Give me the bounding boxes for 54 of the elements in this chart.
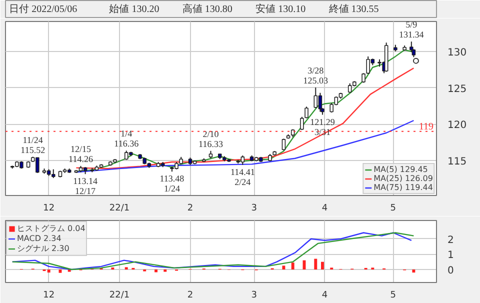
x-tick-label: 2 bbox=[187, 204, 194, 214]
bar bbox=[58, 269, 62, 273]
annotation: 1/4 116.36 bbox=[114, 128, 140, 149]
y-tick-label: 0 bbox=[448, 265, 454, 276]
legend-label: ヒストグラム 0.04 bbox=[17, 223, 86, 234]
text: 安値 130.10 bbox=[256, 3, 306, 15]
bar bbox=[154, 269, 158, 272]
bar bbox=[314, 258, 318, 270]
x-tick-label: 4 bbox=[322, 204, 328, 214]
legend-label: MACD 2.34 bbox=[17, 234, 62, 243]
candlestick bbox=[314, 87, 318, 109]
ref-line-label: 119 bbox=[418, 121, 434, 132]
text: 終値 130.55 bbox=[328, 3, 379, 15]
y-tick-label: 1 bbox=[448, 250, 454, 262]
x-tick-label: 12 bbox=[43, 204, 55, 214]
chart-title: 日付 2022/05/06 bbox=[9, 4, 78, 15]
x-tick-label: 22/1 bbox=[109, 290, 130, 300]
y-tick-label: 130 bbox=[448, 47, 467, 58]
bar bbox=[164, 269, 167, 272]
text: 高値 130.80 bbox=[182, 3, 232, 15]
x-tick-label: 12 bbox=[43, 290, 55, 300]
y-tick-label: 115 bbox=[448, 156, 467, 168]
bar bbox=[282, 266, 286, 270]
annotation: 113.48 1/24 bbox=[160, 174, 185, 194]
y-tick-label: 2 bbox=[448, 234, 454, 246]
x-tick-label: 2 bbox=[187, 290, 194, 300]
text: 始値 130.20 bbox=[109, 3, 160, 15]
legend-label: MA(5) 129.45 bbox=[374, 165, 428, 174]
bar bbox=[291, 262, 294, 270]
annotation: 5/9 131.34 bbox=[399, 20, 424, 40]
annotation: 12/15 114.26 bbox=[68, 144, 94, 164]
candlestick bbox=[318, 92, 322, 112]
x-tick-label: 3 bbox=[251, 204, 257, 214]
bar bbox=[412, 269, 416, 273]
legend-label: シグナル 2.30 bbox=[17, 243, 70, 254]
x-tick-label: 5 bbox=[390, 290, 396, 300]
legend-label: MA(25) 126.09 bbox=[374, 174, 433, 183]
x-tick-label: 5 bbox=[390, 204, 396, 214]
annotation: 114.41 2/24 bbox=[230, 166, 255, 187]
x-tick-label: 22/1 bbox=[109, 204, 130, 214]
bar bbox=[47, 269, 50, 273]
x-tick-label: 3 bbox=[251, 290, 257, 300]
y-tick-label: 125 bbox=[448, 84, 467, 95]
candlestick bbox=[304, 106, 308, 119]
annotation: 113.14 12/17 bbox=[73, 176, 98, 196]
candlestick bbox=[410, 41, 414, 53]
bar bbox=[320, 262, 324, 270]
annotation: 3/28 125.03 bbox=[303, 66, 329, 86]
annotation: 11/24 115.52 bbox=[20, 134, 46, 155]
candlestick bbox=[282, 138, 286, 151]
legend-label: MA(75) 119.44 bbox=[374, 183, 433, 192]
y-tick-label: 120 bbox=[448, 120, 467, 132]
candlestick bbox=[300, 116, 304, 130]
x-tick-label: 4 bbox=[322, 290, 328, 300]
